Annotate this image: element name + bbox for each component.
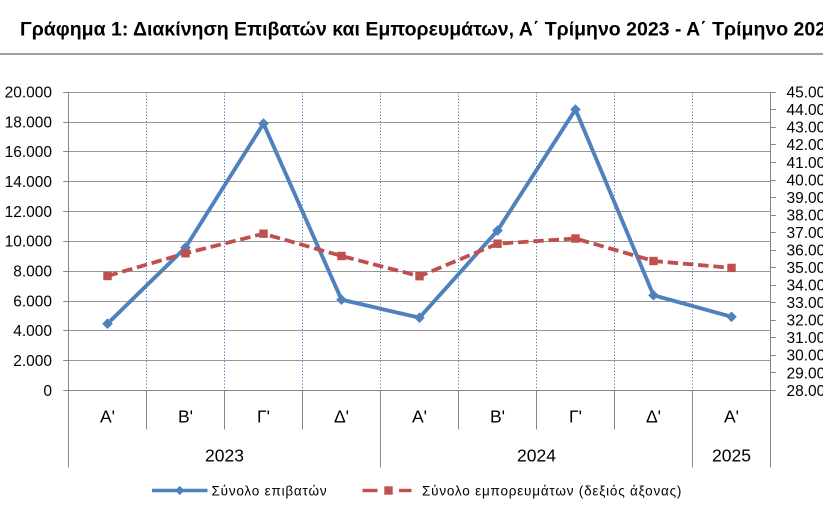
svg-text:18.000: 18.000 bbox=[5, 114, 53, 131]
svg-text:10.000: 10.000 bbox=[5, 234, 53, 251]
svg-text:2024: 2024 bbox=[517, 445, 556, 465]
svg-text:45.000: 45.000 bbox=[787, 85, 823, 102]
svg-text:35.000: 35.000 bbox=[787, 260, 823, 277]
svg-text:12.000: 12.000 bbox=[5, 204, 53, 221]
svg-text:33.000: 33.000 bbox=[787, 295, 823, 312]
svg-text:6.000: 6.000 bbox=[13, 293, 52, 310]
svg-text:36.000: 36.000 bbox=[787, 242, 823, 259]
svg-text:42.000: 42.000 bbox=[787, 137, 823, 154]
svg-text:32.000: 32.000 bbox=[787, 313, 823, 330]
svg-text:Α': Α' bbox=[724, 406, 739, 426]
svg-text:Α': Α' bbox=[100, 406, 115, 426]
svg-text:37.000: 37.000 bbox=[787, 225, 823, 242]
svg-text:Β': Β' bbox=[178, 406, 193, 426]
svg-text:Α': Α' bbox=[412, 406, 427, 426]
svg-text:14.000: 14.000 bbox=[5, 174, 53, 191]
svg-text:30.000: 30.000 bbox=[787, 348, 823, 365]
svg-text:Σύνολο εμπορευμάτων (δεξιός άξ: Σύνολο εμπορευμάτων (δεξιός άξονας) bbox=[422, 483, 682, 498]
svg-text:Γ': Γ' bbox=[569, 406, 582, 426]
svg-text:16.000: 16.000 bbox=[5, 144, 53, 161]
svg-text:44.000: 44.000 bbox=[787, 102, 823, 119]
svg-text:4.000: 4.000 bbox=[13, 323, 52, 340]
svg-text:8.000: 8.000 bbox=[13, 264, 52, 281]
svg-text:2.000: 2.000 bbox=[13, 353, 52, 370]
svg-text:43.000: 43.000 bbox=[787, 120, 823, 137]
svg-text:Γράφημα 1: Διακίνηση Επιβατών: Γράφημα 1: Διακίνηση Επιβατών και Εμπορε… bbox=[20, 19, 823, 41]
svg-text:2023: 2023 bbox=[205, 445, 244, 465]
svg-text:2025: 2025 bbox=[712, 445, 751, 465]
svg-text:31.000: 31.000 bbox=[787, 330, 823, 347]
svg-text:41.000: 41.000 bbox=[787, 155, 823, 172]
svg-text:Β': Β' bbox=[490, 406, 505, 426]
svg-text:Δ': Δ' bbox=[646, 406, 661, 426]
svg-text:Γ': Γ' bbox=[257, 406, 270, 426]
svg-text:20.000: 20.000 bbox=[5, 85, 53, 102]
svg-text:29.000: 29.000 bbox=[787, 365, 823, 382]
svg-text:38.000: 38.000 bbox=[787, 207, 823, 224]
svg-text:0: 0 bbox=[43, 383, 52, 400]
svg-text:Δ': Δ' bbox=[334, 406, 349, 426]
svg-text:34.000: 34.000 bbox=[787, 278, 823, 295]
svg-text:28.000: 28.000 bbox=[787, 383, 823, 400]
svg-text:39.000: 39.000 bbox=[787, 190, 823, 207]
svg-text:40.000: 40.000 bbox=[787, 172, 823, 189]
svg-text:Σύνολο επιβατών: Σύνολο επιβατών bbox=[212, 483, 328, 498]
